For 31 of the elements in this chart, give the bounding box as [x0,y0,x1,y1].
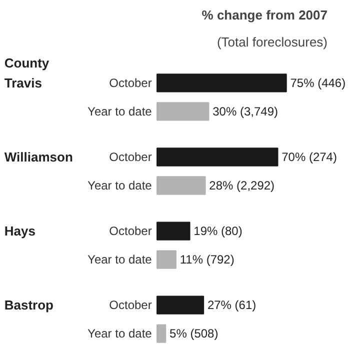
data-label: 70% (274) [282,150,337,164]
text: October [109,224,152,238]
bar [156,324,166,343]
chart-title: % change from 2007 [202,8,328,22]
y-tick-label: Travis [4,75,42,90]
data-label: 30% (3,749) [212,104,278,118]
text: Year to date [88,252,152,267]
series-label: Year to date [88,104,152,118]
bar [156,176,206,195]
bar [156,222,190,240]
text: Year to date [88,178,152,192]
y-tick-label: Hays [4,224,36,239]
text: Year to date [88,326,152,341]
y-axis-title: County [4,56,50,71]
bar [156,148,278,166]
y-tick-label: Bastrop [4,298,54,313]
y-tick-label: Williamson [4,150,73,165]
data-label: 11% (792) [180,252,234,267]
data-label: 19% (80) [194,224,242,238]
text: October [109,150,152,164]
data-label: 27% (61) [207,298,256,312]
bar [156,296,204,314]
data-label: 5% (508) [170,326,218,341]
bar [156,74,287,92]
text: October [109,298,152,312]
series-label: October [109,76,152,90]
data-label: 75% (446) [290,76,346,90]
data-label: 28% (2,292) [209,178,275,192]
bar [156,250,176,269]
bar [156,102,210,121]
chart-subtitle: (Total foreclosures) [216,34,328,50]
